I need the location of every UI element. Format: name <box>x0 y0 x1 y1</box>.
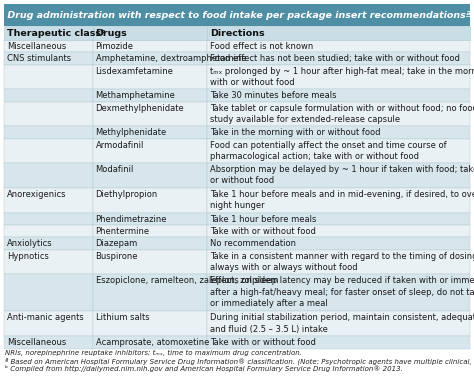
Bar <box>4 126 92 139</box>
Text: Lisdexamfetamine: Lisdexamfetamine <box>96 67 173 76</box>
Text: Lithium salts: Lithium salts <box>96 313 149 322</box>
Bar <box>92 336 207 349</box>
Text: Pimozide: Pimozide <box>96 42 134 51</box>
Bar <box>92 250 207 274</box>
Text: Take in a consistent manner with regard to the timing of dosing; either
always w: Take in a consistent manner with regard … <box>210 252 474 272</box>
Text: Phentermine: Phentermine <box>96 227 150 236</box>
Text: Absorption may be delayed by ~ 1 hour if taken with food; take with
or without f: Absorption may be delayed by ~ 1 hour if… <box>210 166 474 186</box>
Bar <box>92 225 207 237</box>
Text: Diethylpropion: Diethylpropion <box>96 190 158 199</box>
Bar <box>4 65 92 89</box>
Bar <box>207 139 470 163</box>
Text: Take in the morning with or without food: Take in the morning with or without food <box>210 129 380 137</box>
Bar <box>92 102 207 126</box>
Bar <box>4 26 92 40</box>
Bar <box>207 89 470 102</box>
Bar <box>92 65 207 89</box>
Bar <box>92 26 207 40</box>
Text: During initial stabilization period, maintain consistent, adequate salt
and flui: During initial stabilization period, mai… <box>210 313 474 333</box>
Text: Take 1 hour before meals and in mid-evening, if desired, to overcome
night hunge: Take 1 hour before meals and in mid-even… <box>210 190 474 210</box>
Bar <box>4 250 92 274</box>
Bar <box>207 311 470 336</box>
Text: Anxiolytics: Anxiolytics <box>7 239 53 248</box>
Bar <box>4 311 92 336</box>
Bar <box>207 250 470 274</box>
Bar <box>4 89 92 102</box>
Bar <box>92 89 207 102</box>
Bar <box>207 26 470 40</box>
Text: Take with or without food: Take with or without food <box>210 227 316 236</box>
Text: Phendimetrazine: Phendimetrazine <box>96 215 167 224</box>
Text: Miscellaneous: Miscellaneous <box>7 42 66 51</box>
Text: Anti-manic agents: Anti-manic agents <box>7 313 84 322</box>
Bar <box>4 188 92 213</box>
Text: Take 1 hour before meals: Take 1 hour before meals <box>210 215 316 224</box>
Text: Dexmethylphenidate: Dexmethylphenidate <box>96 104 184 113</box>
Bar <box>207 102 470 126</box>
Bar <box>207 188 470 213</box>
Text: Anorexigenics: Anorexigenics <box>7 190 66 199</box>
Bar <box>4 225 92 237</box>
Text: Drugs: Drugs <box>96 28 128 37</box>
Bar <box>207 274 470 311</box>
Text: Take 30 minutes before meals: Take 30 minutes before meals <box>210 91 336 101</box>
Bar <box>92 188 207 213</box>
Text: Miscellaneous: Miscellaneous <box>7 338 66 347</box>
Bar <box>4 102 92 126</box>
Text: Therapeutic classᵇ: Therapeutic classᵇ <box>7 28 106 37</box>
Text: NRIs, norepinephrine reuptake inhibitors; tₘₓ, time to maximum drug concentratio: NRIs, norepinephrine reuptake inhibitors… <box>5 350 302 356</box>
Bar <box>207 213 470 225</box>
Bar <box>92 126 207 139</box>
Text: ª Based on American Hospital Formulary Service Drug Information® classification.: ª Based on American Hospital Formulary S… <box>5 358 474 365</box>
Bar <box>4 336 92 349</box>
Text: Hypnotics: Hypnotics <box>7 252 49 261</box>
Bar <box>4 4 470 26</box>
Bar <box>92 213 207 225</box>
Bar <box>207 65 470 89</box>
Bar <box>92 40 207 52</box>
Text: Methamphetamine: Methamphetamine <box>96 91 175 101</box>
Bar <box>207 237 470 250</box>
Text: Methylphenidate: Methylphenidate <box>96 129 167 137</box>
Bar <box>92 163 207 188</box>
Text: Amphetamine, dextroamphetamine: Amphetamine, dextroamphetamine <box>96 54 246 64</box>
Bar <box>207 163 470 188</box>
Bar <box>92 237 207 250</box>
Bar <box>207 40 470 52</box>
Bar <box>92 52 207 65</box>
Text: Effects on sleep latency may be reduced if taken with or immediately
after a hig: Effects on sleep latency may be reduced … <box>210 276 474 308</box>
Bar <box>92 139 207 163</box>
Bar <box>207 52 470 65</box>
Text: Take tablet or capsule formulation with or without food; no food effect
study av: Take tablet or capsule formulation with … <box>210 104 474 124</box>
Text: Directions: Directions <box>210 28 264 37</box>
Bar <box>207 225 470 237</box>
Text: Eszopiclone, ramelteon, zaleplon, zolpidem: Eszopiclone, ramelteon, zaleplon, zolpid… <box>96 276 278 285</box>
Text: Food effect has not been studied; take with or without food: Food effect has not been studied; take w… <box>210 54 460 64</box>
Text: Armodafinil: Armodafinil <box>96 141 144 150</box>
Bar <box>4 40 92 52</box>
Bar <box>4 274 92 311</box>
Text: ᵇ Compiled from http://dailymed.nlm.nih.gov and American Hospital Formulary Serv: ᵇ Compiled from http://dailymed.nlm.nih.… <box>5 365 403 372</box>
Bar <box>4 213 92 225</box>
Text: Food can potentially affect the onset and time course of
pharmacological action;: Food can potentially affect the onset an… <box>210 141 447 161</box>
Bar <box>4 237 92 250</box>
Text: Take with or without food: Take with or without food <box>210 338 316 347</box>
Bar <box>92 311 207 336</box>
Text: Food effect is not known: Food effect is not known <box>210 42 313 51</box>
Bar <box>4 163 92 188</box>
Text: Buspirone: Buspirone <box>96 252 138 261</box>
Text: Acamprosate, atomoxetine: Acamprosate, atomoxetine <box>96 338 209 347</box>
Text: Modafinil: Modafinil <box>96 166 134 174</box>
Text: tₘₓ prolonged by ~ 1 hour after high-fat meal; take in the morning
with or witho: tₘₓ prolonged by ~ 1 hour after high-fat… <box>210 67 474 87</box>
Bar <box>207 126 470 139</box>
Text: CNS stimulants: CNS stimulants <box>7 54 71 64</box>
Text: No recommendation: No recommendation <box>210 239 296 248</box>
Bar <box>207 336 470 349</box>
Bar <box>92 274 207 311</box>
Text: Diazepam: Diazepam <box>96 239 138 248</box>
Text: Table 1 – Drug administration with respect to food intake per package insert rec: Table 1 – Drug administration with respe… <box>0 11 474 20</box>
Bar <box>4 52 92 65</box>
Bar <box>4 139 92 163</box>
